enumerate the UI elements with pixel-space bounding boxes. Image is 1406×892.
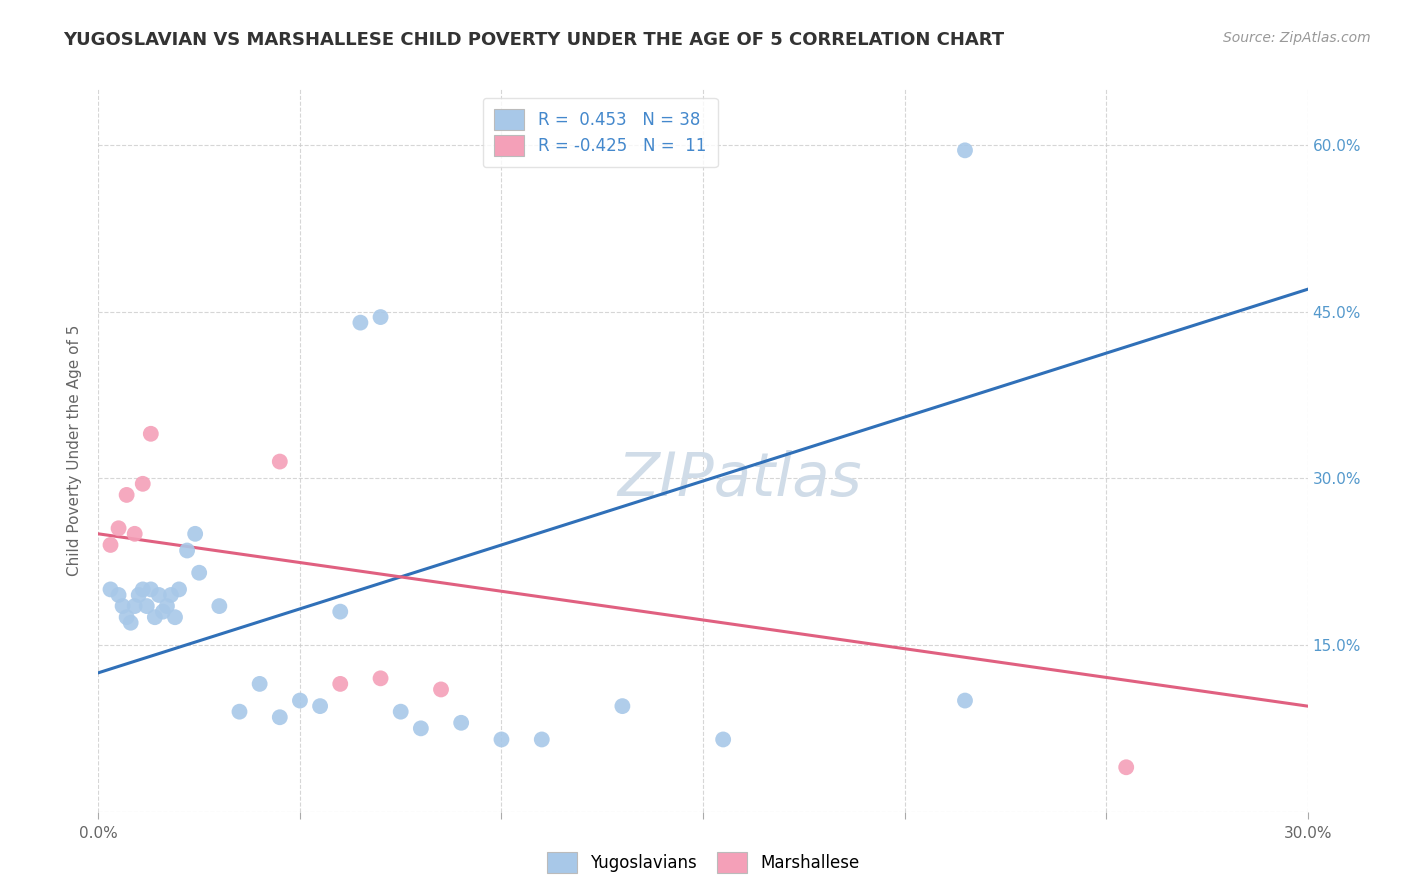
Point (269, 454, 291, 468)
Point (249, 677, 271, 691)
Point (135, 599, 157, 613)
Point (111, 599, 134, 613)
Y-axis label: Child Poverty Under the Age of 5: Child Poverty Under the Age of 5 (67, 325, 83, 576)
Point (100, 582, 122, 597)
Point (184, 526, 207, 541)
Point (115, 488, 138, 502)
Point (176, 543, 198, 558)
Point (953, 693, 976, 707)
Point (139, 426, 162, 441)
Point (329, 677, 352, 691)
Point (450, 715, 472, 730)
Point (132, 476, 155, 491)
Point (349, 316, 371, 330)
Point (107, 588, 129, 602)
Point (167, 582, 190, 597)
Point (163, 610, 186, 624)
Legend: R =  0.453   N = 38, R = -0.425   N =  11: R = 0.453 N = 38, R = -0.425 N = 11 (482, 97, 717, 168)
Point (120, 615, 142, 630)
Point (389, 705, 412, 719)
Point (711, 732, 734, 747)
Point (100, 538, 122, 552)
Point (309, 699, 332, 714)
Point (269, 710, 291, 724)
Legend: Yugoslavians, Marshallese: Yugoslavians, Marshallese (540, 846, 866, 880)
Point (107, 521, 129, 535)
Text: ZIPatlas: ZIPatlas (617, 450, 862, 508)
Point (370, 310, 392, 324)
Point (160, 588, 183, 602)
Point (409, 722, 432, 736)
Point (329, 605, 352, 619)
Point (430, 682, 453, 697)
Point (228, 705, 250, 719)
Point (953, 144, 976, 158)
Text: Source: ZipAtlas.com: Source: ZipAtlas.com (1223, 31, 1371, 45)
Point (1115, 760, 1137, 774)
Point (128, 588, 150, 602)
Point (156, 599, 179, 613)
Point (491, 732, 513, 747)
Point (152, 605, 174, 619)
Point (148, 588, 170, 602)
Point (132, 582, 155, 597)
Point (530, 732, 553, 747)
Point (139, 582, 162, 597)
Point (208, 599, 231, 613)
Point (124, 526, 146, 541)
Point (612, 699, 634, 714)
Point (115, 610, 138, 624)
Point (370, 671, 392, 685)
Point (188, 566, 211, 580)
Point (288, 693, 311, 707)
Text: YUGOSLAVIAN VS MARSHALLESE CHILD POVERTY UNDER THE AGE OF 5 CORRELATION CHART: YUGOSLAVIAN VS MARSHALLESE CHILD POVERTY… (63, 31, 1004, 49)
Point (124, 599, 146, 613)
Point (143, 610, 166, 624)
